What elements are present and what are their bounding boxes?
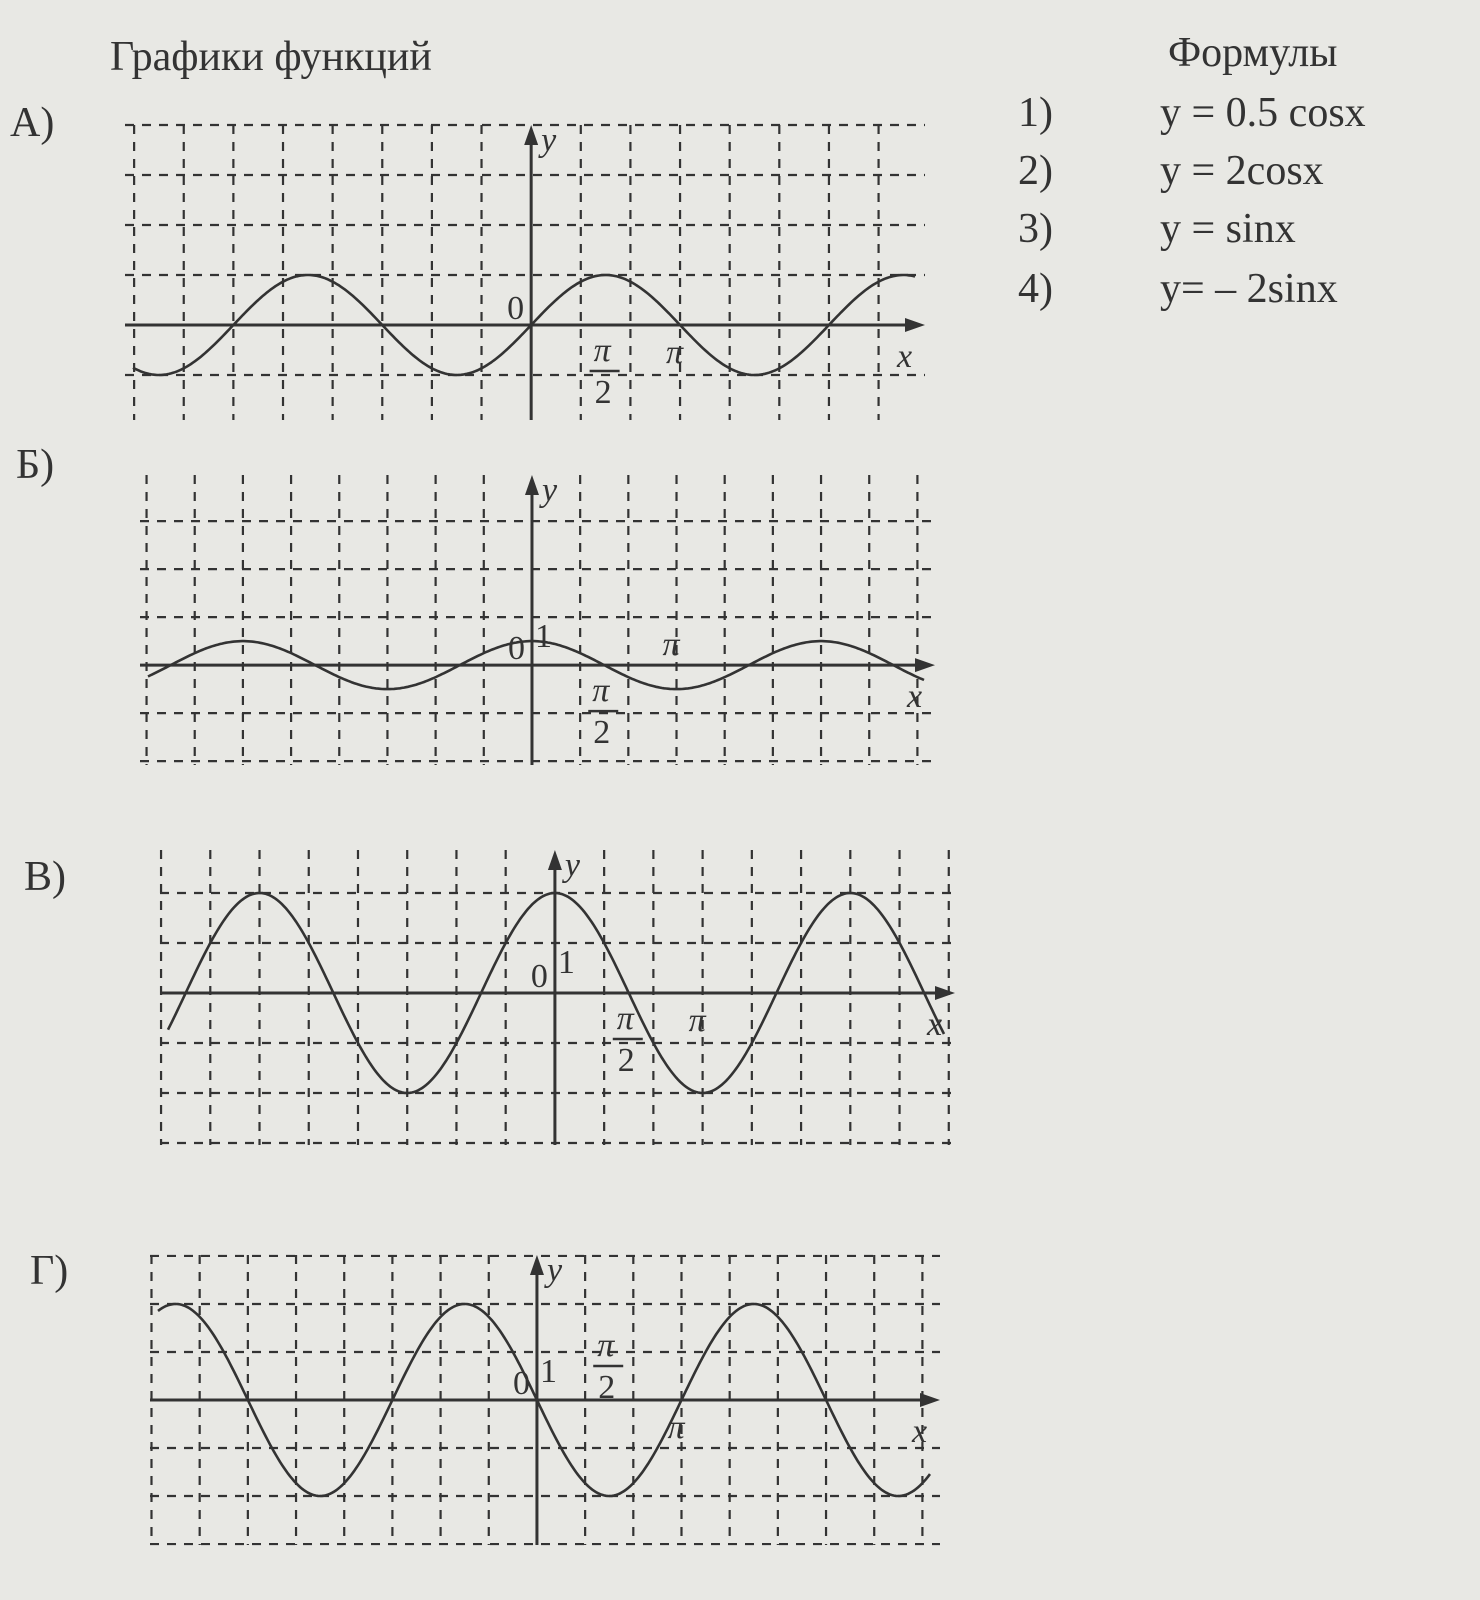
pi-half-denominator: 2 xyxy=(618,1042,635,1079)
y-axis-arrow-icon xyxy=(524,125,539,145)
pi-tick-label: π xyxy=(689,1002,707,1039)
x-axis-arrow-icon xyxy=(905,318,925,332)
chart-3: y x 0 1 π π 2 xyxy=(159,847,955,1145)
y-axis-arrow-icon xyxy=(524,475,539,495)
panel-label-d: Г) xyxy=(30,1248,69,1294)
x-axis-arrow-icon xyxy=(915,658,935,673)
pi-half-denominator: 2 xyxy=(595,374,612,411)
pi-tick-label: π xyxy=(667,1409,685,1446)
chart-4: y x 0 1 π π 2 xyxy=(150,1252,940,1546)
formula-number: 3) xyxy=(1018,206,1053,252)
origin-label: 0 xyxy=(507,290,524,327)
unit-label: 1 xyxy=(535,618,552,655)
x-axis-label: x xyxy=(926,1006,942,1043)
graphs-heading: Графики функций xyxy=(110,34,432,80)
formula-expression: y= – 2sinx xyxy=(1160,266,1338,312)
unit-label: 1 xyxy=(540,1353,557,1390)
formula-number: 4) xyxy=(1018,266,1053,312)
formula-expression: y = 2cosx xyxy=(1160,148,1324,194)
pi-tick-label: π xyxy=(663,626,681,663)
y-axis-label: y xyxy=(539,472,558,509)
x-axis-arrow-icon xyxy=(920,1393,940,1407)
pi-tick-label: π xyxy=(666,334,684,371)
formula-expression: y = sinx xyxy=(1160,206,1296,252)
x-axis-label: x xyxy=(896,338,912,375)
unit-label: 1 xyxy=(558,944,575,981)
y-axis-arrow-icon xyxy=(529,1255,544,1275)
origin-label: 0 xyxy=(508,630,525,667)
pi-half-numerator: π xyxy=(597,1327,615,1364)
x-axis-label: x xyxy=(911,1413,927,1450)
origin-label: 0 xyxy=(531,958,548,995)
pi-half-numerator: π xyxy=(617,1000,635,1037)
panel-label-a: А) xyxy=(10,100,55,146)
y-axis-label: y xyxy=(544,1252,563,1289)
pi-half-denominator: 2 xyxy=(598,1369,615,1406)
formulas-heading: Формулы xyxy=(1168,30,1338,76)
y-axis-label: y xyxy=(538,122,557,159)
panel-label-b: Б) xyxy=(16,442,55,488)
pi-half-denominator: 2 xyxy=(593,714,610,751)
x-axis-arrow-icon xyxy=(935,986,955,1000)
formula-number: 1) xyxy=(1018,90,1053,136)
panel-label-c: В) xyxy=(24,854,66,900)
origin-label: 0 xyxy=(513,1365,530,1402)
pi-half-numerator: π xyxy=(592,672,610,709)
y-axis-label: y xyxy=(562,847,581,884)
chart-1: y x 0 π π 2 xyxy=(125,122,925,420)
chart-2: y x 0 1 π π 2 xyxy=(140,472,935,765)
y-axis-arrow-icon xyxy=(547,850,562,870)
function-curve xyxy=(132,273,916,377)
pi-half-numerator: π xyxy=(594,332,612,369)
formula-number: 2) xyxy=(1018,148,1053,194)
formula-expression: y = 0.5 cosx xyxy=(1160,90,1366,136)
function-curve xyxy=(166,891,946,1095)
function-curve xyxy=(147,639,925,691)
x-axis-label: x xyxy=(906,678,922,715)
function-curve xyxy=(157,1302,932,1498)
